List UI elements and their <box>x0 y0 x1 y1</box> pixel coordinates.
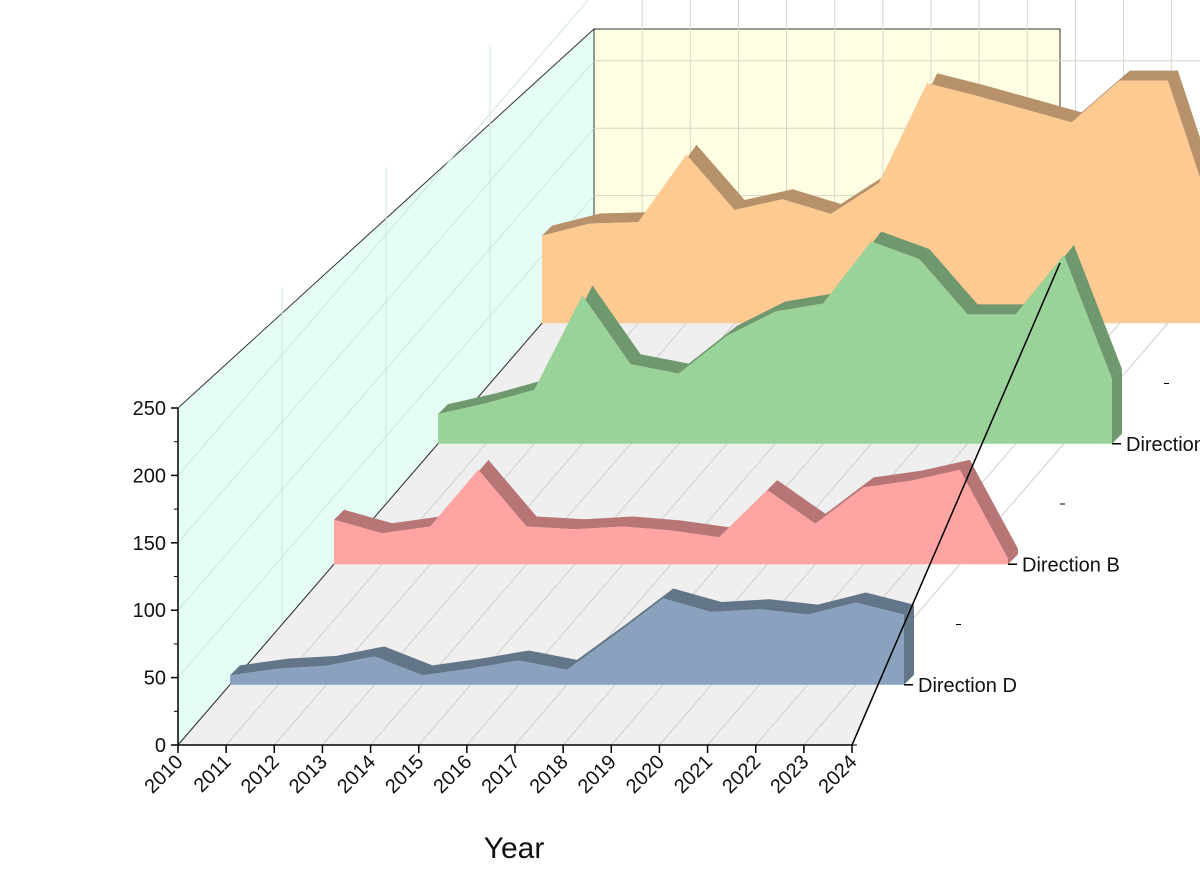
x-tick-label: 2023 <box>766 751 813 798</box>
series-layer <box>230 70 1200 685</box>
y-tick-label: 150 <box>133 533 166 555</box>
left-wall-grid <box>177 0 595 678</box>
x-tick-label: 2013 <box>285 751 332 798</box>
y-tick-label: 50 <box>144 668 166 690</box>
series-direction-b <box>334 459 1018 565</box>
area-face <box>334 469 1008 565</box>
x-tick-label: 2022 <box>718 751 765 798</box>
depth-category-label: Direction B <box>1022 554 1120 576</box>
x-tick-label: 2020 <box>622 751 669 798</box>
axis-ticks <box>171 383 1169 753</box>
y-tick-label: 0 <box>155 735 166 757</box>
x-tick-label: 2024 <box>815 751 862 798</box>
x-tick-label: 2010 <box>141 751 188 798</box>
area-ribbon <box>438 231 1122 415</box>
x-tick-label: 2016 <box>429 751 476 798</box>
y-tick-label: 250 <box>133 398 166 420</box>
x-tick-label: 2017 <box>478 751 525 798</box>
y-tick-label: 200 <box>133 465 166 487</box>
series-direction-d <box>230 588 914 685</box>
x-tick-label: 2011 <box>190 751 236 797</box>
depth-category-label: Direction A <box>1126 434 1200 456</box>
area-face <box>438 241 1112 444</box>
area-end-cap <box>1008 548 1018 565</box>
x-tick-label: 2019 <box>574 751 621 798</box>
area-end-cap <box>1112 369 1122 444</box>
area-ribbon <box>230 588 914 676</box>
area-face <box>542 80 1200 324</box>
area-face <box>230 598 904 685</box>
x-tick-label: 2015 <box>381 751 428 798</box>
series-direction-a <box>438 231 1122 444</box>
x-axis-title: Year <box>484 832 545 865</box>
series-direction-c <box>542 70 1200 324</box>
x-tick-label: 2014 <box>333 751 380 798</box>
x-tick-label: 2021 <box>670 751 717 798</box>
depth-category-label: Direction D <box>918 675 1017 697</box>
y-tick-label: 100 <box>133 600 166 622</box>
area-ribbon <box>542 70 1200 236</box>
x-tick-label: 2018 <box>526 751 573 798</box>
x-tick-label: 2012 <box>237 751 284 798</box>
depth-axis-line <box>851 262 1061 746</box>
area-ribbon <box>334 459 1018 559</box>
area-end-cap <box>904 604 914 685</box>
